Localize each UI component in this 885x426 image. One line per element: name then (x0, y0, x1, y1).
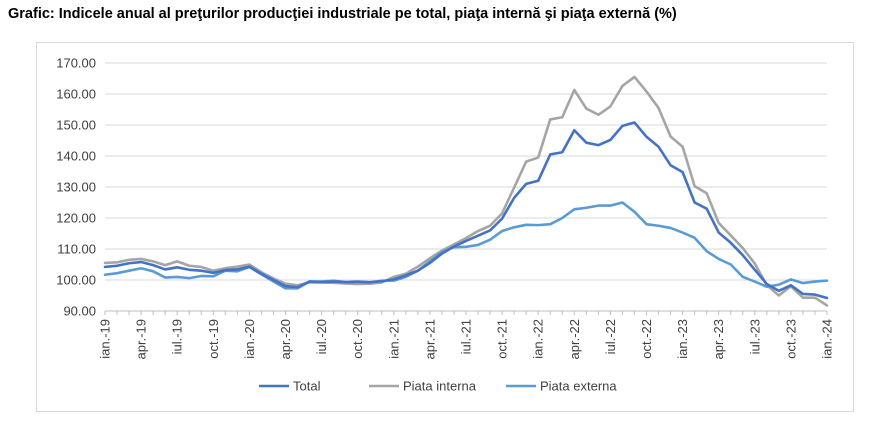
series-line-piata-interna (103, 75, 829, 307)
legend-label-total: Total (293, 379, 321, 394)
gridlines (105, 62, 827, 312)
x-tick-label: apr.-21 (422, 319, 437, 359)
x-tick-label: apr.-20 (278, 319, 293, 359)
x-tick-label: oct.-23 (783, 319, 798, 359)
x-tick-label: oct.-19 (206, 319, 221, 359)
x-tick-label: iul.-21 (459, 319, 474, 354)
x-axis: ian.-19 apr.-19 iul.-19 oct.-19 ian.-20 apr.-… (98, 310, 835, 359)
y-tick-label: 90.00 (63, 304, 96, 319)
y-axis-ticks: 90.00 100.00 110.00 120.00 130.00 140.00 150.0… (56, 56, 96, 319)
x-tick-label: oct.-22 (639, 319, 654, 359)
x-tick-label: iul.-22 (603, 319, 618, 354)
x-tick-label: ian.-20 (242, 319, 257, 359)
x-tick-label: apr.-19 (134, 319, 149, 359)
y-tick-label: 110.00 (57, 242, 96, 257)
series-line-total (103, 121, 829, 300)
legend: Total Piata interna Piata externa (259, 379, 617, 394)
y-tick-label: 100.00 (56, 273, 96, 288)
x-tick-label: iul.-23 (747, 319, 762, 354)
y-tick-label: 150.00 (56, 118, 96, 133)
x-tick-label: ian.-23 (675, 319, 690, 359)
chart-title: Grafic: Indicele anual al preţurilor pro… (8, 6, 677, 22)
series-lines (103, 75, 829, 307)
chart-frame: 90.00 100.00 110.00 120.00 130.00 140.00 150.0… (36, 42, 854, 412)
line-chart: 90.00 100.00 110.00 120.00 130.00 140.00 150.0… (56, 56, 835, 394)
legend-label-piata-interna: Piata interna (403, 379, 477, 394)
x-tick-label: ian.-21 (386, 319, 401, 359)
y-tick-label: 160.00 (56, 87, 96, 102)
x-tick-label: oct.-21 (495, 319, 510, 359)
x-tick-label: apr.-23 (711, 319, 726, 359)
y-tick-label: 140.00 (56, 149, 96, 164)
y-tick-label: 170.00 (56, 56, 96, 71)
x-tick-label: ian.-24 (820, 319, 835, 359)
x-tick-label: iul.-19 (170, 319, 185, 354)
y-tick-label: 130.00 (56, 180, 96, 195)
series-line-piata-externa (103, 201, 829, 290)
x-tick-label: oct.-20 (350, 319, 365, 359)
x-tick-label: ian.-22 (531, 319, 546, 359)
x-tick-label: ian.-19 (98, 319, 113, 359)
x-tick-label: iul.-20 (314, 319, 329, 354)
legend-label-piata-externa: Piata externa (540, 379, 617, 394)
y-tick-label: 120.00 (56, 211, 96, 226)
x-tick-label: apr.-22 (567, 319, 582, 359)
